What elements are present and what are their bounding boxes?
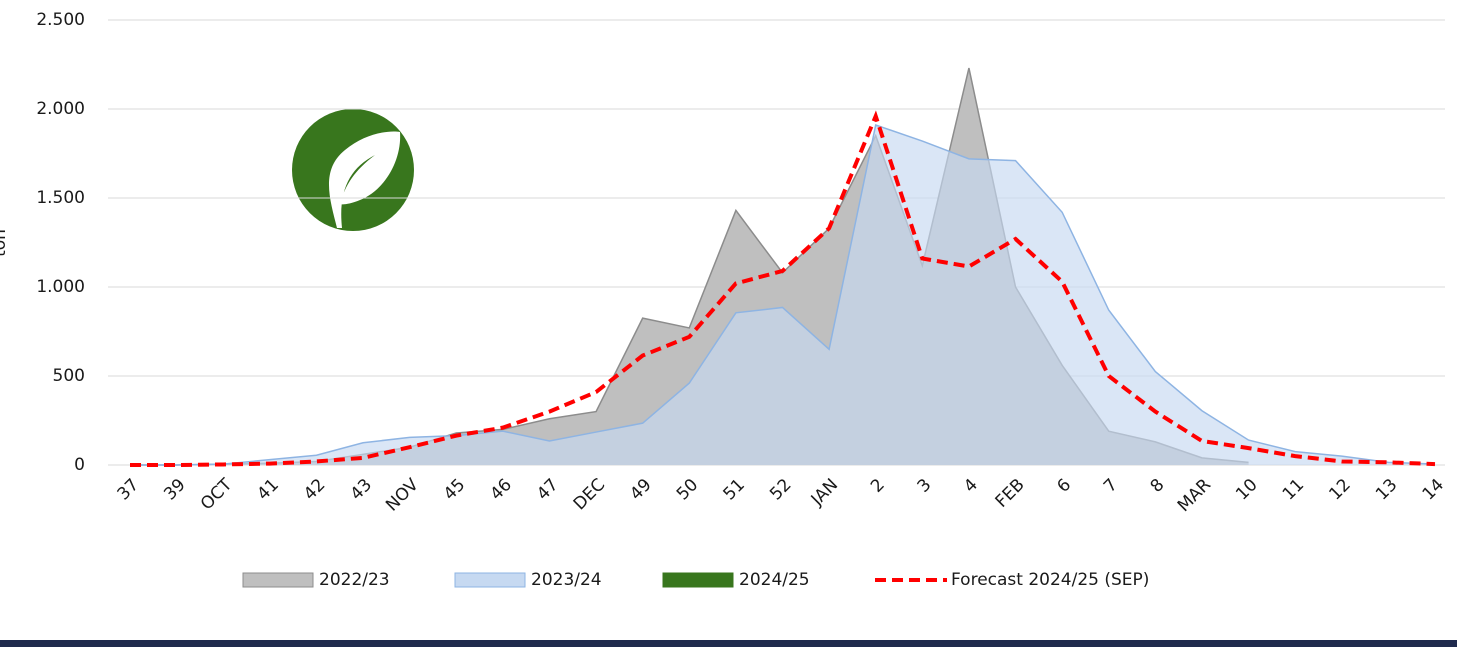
x-tick-label: 14 — [1419, 475, 1448, 504]
area — [130, 125, 1435, 466]
x-tick-label: JAN — [807, 475, 842, 510]
x-tick-label: FEB — [992, 475, 1029, 512]
legend-swatch — [454, 572, 526, 588]
legend-swatch — [242, 572, 314, 588]
x-tick-label: DEC — [570, 475, 609, 514]
legend-item: 2024/25 — [662, 570, 810, 590]
x-tick-label: 52 — [766, 475, 795, 504]
x-tick-label: 10 — [1232, 475, 1261, 504]
x-tick-label: MAR — [1174, 475, 1215, 516]
area-line — [130, 124, 1436, 466]
x-tick-label: 47 — [533, 475, 562, 504]
y-tick-label: 0 — [74, 455, 85, 475]
y-axis-label: ton — [0, 229, 10, 257]
x-tick-label: 49 — [626, 475, 655, 504]
x-tick-label: 50 — [673, 475, 702, 504]
x-tick-label: 45 — [440, 475, 469, 504]
x-tick-label: 51 — [720, 475, 749, 504]
x-tick-label: 11 — [1279, 475, 1308, 504]
x-tick-label: 37 — [114, 475, 143, 504]
y-tick-label: 1.500 — [36, 188, 85, 208]
x-tick-label: 7 — [1100, 475, 1122, 497]
legend-swatch — [662, 572, 734, 588]
x-tick-label: 39 — [160, 475, 189, 504]
legend-label: Forecast 2024/25 (SEP) — [951, 570, 1149, 590]
footer-bar — [0, 640, 1457, 647]
x-tick-label: 43 — [347, 475, 376, 504]
x-tick-label: 46 — [486, 475, 515, 504]
y-tick-label: 2.000 — [36, 99, 85, 119]
legend-item: 2023/24 — [454, 570, 602, 590]
y-tick-label: 1.000 — [36, 277, 85, 297]
legend-label: 2024/25 — [739, 570, 810, 590]
x-tick-label: 42 — [300, 475, 329, 504]
legend-label: 2022/23 — [319, 570, 390, 590]
y-tick-label: 500 — [53, 366, 85, 386]
legend-item: 2022/23 — [242, 570, 390, 590]
y-tick-label: 2.500 — [36, 10, 85, 30]
x-tick-label: NOV — [382, 475, 423, 516]
x-tick-label: 41 — [253, 475, 282, 504]
x-tick-label: 12 — [1325, 475, 1354, 504]
logo — [292, 109, 414, 231]
x-tick-label: 8 — [1147, 475, 1169, 497]
x-tick-label: 4 — [960, 475, 982, 497]
legend-label: 2023/24 — [531, 570, 602, 590]
x-tick-label: 13 — [1372, 475, 1401, 504]
x-tick-label: 2 — [867, 475, 889, 497]
x-tick-label: 3 — [914, 475, 936, 497]
x-tick-label: 6 — [1053, 475, 1075, 497]
forecast-line — [130, 110, 1436, 467]
x-tick-label: OCT — [197, 474, 237, 514]
legend-item: Forecast 2024/25 (SEP) — [875, 570, 1149, 590]
